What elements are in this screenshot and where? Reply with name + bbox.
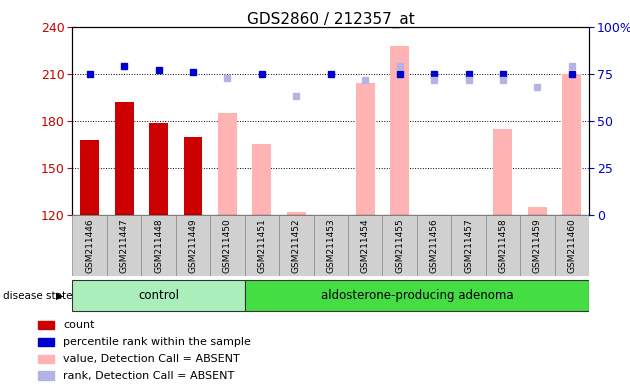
Text: percentile rank within the sample: percentile rank within the sample <box>63 337 251 347</box>
Bar <box>244 280 589 311</box>
Bar <box>417 215 451 276</box>
Bar <box>115 102 134 215</box>
Bar <box>38 354 54 363</box>
Text: GSM211453: GSM211453 <box>326 218 335 273</box>
Bar <box>210 215 244 276</box>
Bar <box>253 144 272 215</box>
Bar <box>528 207 547 215</box>
Bar <box>356 83 375 215</box>
Text: GSM211455: GSM211455 <box>395 218 404 273</box>
Text: rank, Detection Call = ABSENT: rank, Detection Call = ABSENT <box>63 371 234 381</box>
Text: GSM211448: GSM211448 <box>154 218 163 273</box>
Text: GDS2860 / 212357_at: GDS2860 / 212357_at <box>247 12 415 28</box>
Bar <box>390 46 409 215</box>
Bar <box>107 215 141 276</box>
Bar <box>348 215 382 276</box>
Bar <box>72 215 107 276</box>
Bar <box>382 215 417 276</box>
Bar <box>38 321 54 329</box>
Bar <box>244 215 279 276</box>
Text: GSM211447: GSM211447 <box>120 218 129 273</box>
Text: GSM211451: GSM211451 <box>258 218 266 273</box>
Bar <box>563 74 581 215</box>
Bar <box>451 215 486 276</box>
Bar <box>493 129 512 215</box>
Bar <box>486 215 520 276</box>
Text: ▶: ▶ <box>56 291 64 301</box>
Text: GSM211452: GSM211452 <box>292 218 301 273</box>
Bar <box>38 371 54 380</box>
Text: aldosterone-producing adenoma: aldosterone-producing adenoma <box>321 289 513 302</box>
Bar <box>287 212 306 215</box>
Bar <box>183 137 202 215</box>
Bar <box>38 338 54 346</box>
Text: GSM211457: GSM211457 <box>464 218 473 273</box>
Bar <box>72 280 244 311</box>
Text: value, Detection Call = ABSENT: value, Detection Call = ABSENT <box>63 354 240 364</box>
Bar <box>141 215 176 276</box>
Bar <box>554 215 589 276</box>
Bar <box>279 215 314 276</box>
Text: GSM211454: GSM211454 <box>361 218 370 273</box>
Bar <box>218 113 237 215</box>
Text: GSM211450: GSM211450 <box>223 218 232 273</box>
Text: GSM211446: GSM211446 <box>85 218 94 273</box>
Bar <box>176 215 210 276</box>
Text: GSM211449: GSM211449 <box>188 218 197 273</box>
Text: count: count <box>63 320 94 330</box>
Text: GSM211460: GSM211460 <box>568 218 576 273</box>
Bar <box>149 122 168 215</box>
Text: GSM211459: GSM211459 <box>533 218 542 273</box>
Bar <box>314 215 348 276</box>
Bar <box>80 140 99 215</box>
Bar <box>520 215 554 276</box>
Text: GSM211458: GSM211458 <box>498 218 507 273</box>
Text: disease state: disease state <box>3 291 72 301</box>
Text: GSM211456: GSM211456 <box>430 218 438 273</box>
Text: control: control <box>138 289 179 302</box>
